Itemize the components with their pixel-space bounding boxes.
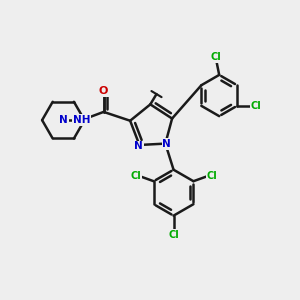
Text: N: N: [163, 139, 171, 149]
Text: Cl: Cl: [211, 52, 222, 62]
Text: NH: NH: [73, 115, 90, 125]
Text: Cl: Cl: [206, 171, 217, 181]
Text: Cl: Cl: [168, 230, 179, 239]
Text: O: O: [99, 86, 108, 96]
Text: N: N: [134, 141, 143, 152]
Text: Cl: Cl: [250, 101, 261, 111]
Text: N: N: [59, 115, 68, 125]
Text: Cl: Cl: [130, 171, 141, 181]
